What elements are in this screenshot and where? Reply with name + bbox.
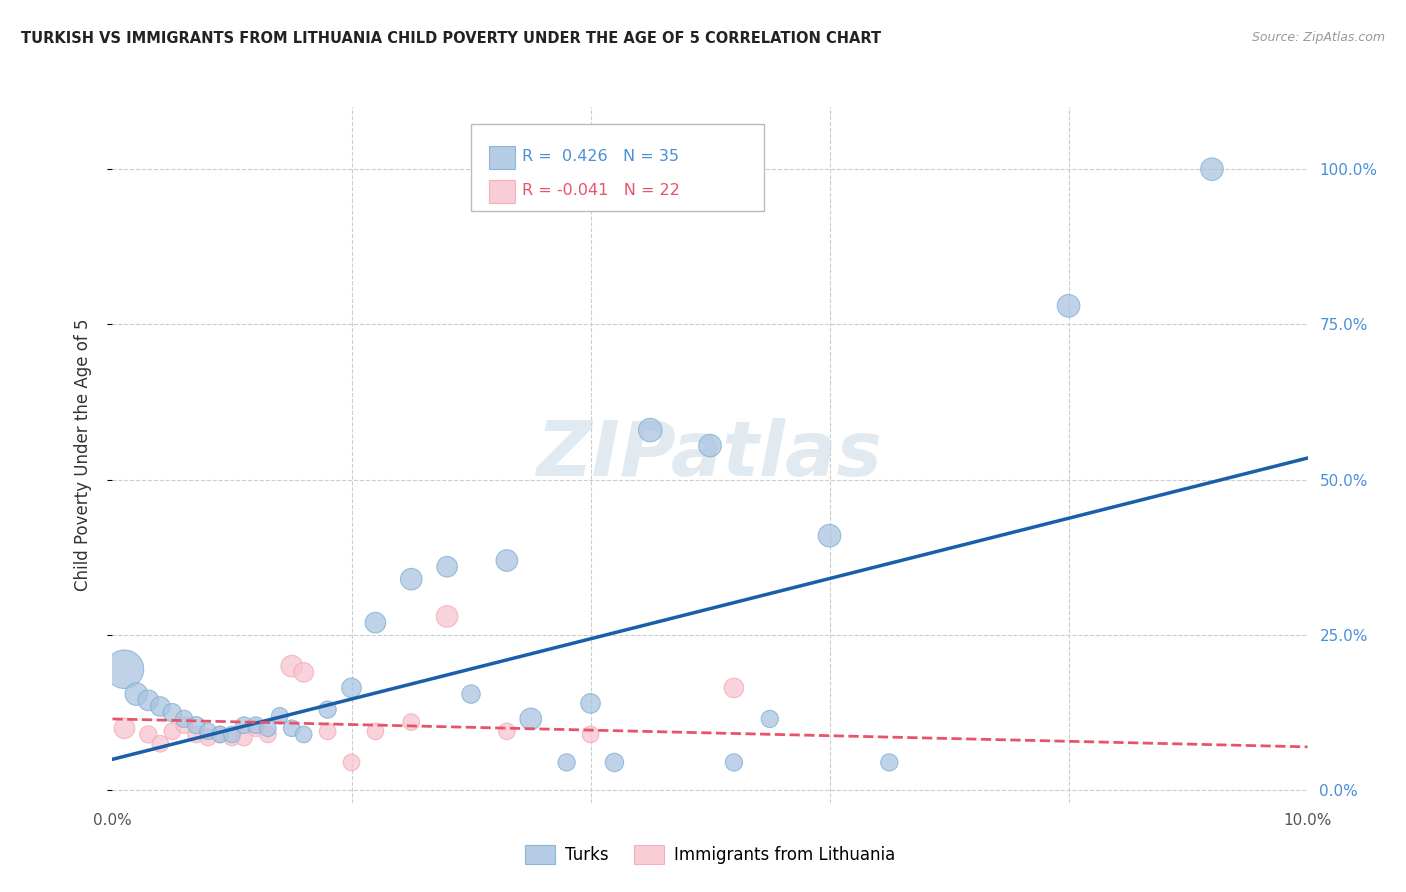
Point	[125, 687, 148, 701]
Point	[436, 559, 458, 574]
Point	[138, 693, 160, 707]
Point	[555, 756, 578, 770]
Point	[173, 718, 195, 732]
Point	[316, 703, 339, 717]
Bar	[489, 180, 515, 202]
Point	[186, 718, 208, 732]
Point	[269, 708, 291, 723]
Point	[1201, 162, 1223, 177]
Point	[1057, 299, 1080, 313]
Point	[197, 731, 219, 745]
Point	[579, 727, 602, 741]
Point	[340, 756, 363, 770]
Point	[436, 609, 458, 624]
Point	[723, 681, 745, 695]
Text: ZIPatlas: ZIPatlas	[537, 418, 883, 491]
Point	[520, 712, 543, 726]
Point	[186, 727, 208, 741]
Point	[759, 712, 782, 726]
Point	[149, 699, 172, 714]
Point	[340, 681, 363, 695]
Point	[292, 727, 315, 741]
Point	[879, 756, 901, 770]
Point	[138, 727, 160, 741]
Point	[401, 572, 423, 586]
Point	[579, 697, 602, 711]
Text: Source: ZipAtlas.com: Source: ZipAtlas.com	[1251, 31, 1385, 45]
Point	[364, 615, 387, 630]
Point	[257, 727, 280, 741]
Point	[245, 718, 267, 732]
Text: R =  0.426   N = 35: R = 0.426 N = 35	[523, 149, 679, 164]
Point	[162, 724, 183, 739]
Point	[221, 727, 243, 741]
Text: R = -0.041   N = 22: R = -0.041 N = 22	[523, 183, 681, 198]
Point	[723, 756, 745, 770]
Point	[364, 724, 387, 739]
Legend: Turks, Immigrants from Lithuania: Turks, Immigrants from Lithuania	[519, 838, 901, 871]
Point	[281, 721, 304, 735]
Point	[209, 727, 232, 741]
Point	[460, 687, 482, 701]
Point	[233, 731, 256, 745]
Y-axis label: Child Poverty Under the Age of 5: Child Poverty Under the Age of 5	[73, 318, 91, 591]
Point	[603, 756, 626, 770]
Point	[699, 439, 721, 453]
Point	[257, 721, 280, 735]
Point	[245, 721, 267, 735]
Bar	[489, 146, 515, 169]
FancyBboxPatch shape	[471, 124, 763, 211]
Point	[281, 659, 304, 673]
Point	[173, 712, 195, 726]
Point	[221, 731, 243, 745]
Point	[233, 718, 256, 732]
Point	[114, 662, 135, 676]
Point	[401, 714, 423, 729]
Point	[162, 706, 183, 720]
Point	[640, 423, 662, 437]
Point	[209, 727, 232, 741]
Point	[496, 553, 519, 567]
Point	[149, 737, 172, 751]
Point	[292, 665, 315, 680]
Point	[197, 724, 219, 739]
Point	[114, 721, 135, 735]
Point	[496, 724, 519, 739]
Text: TURKISH VS IMMIGRANTS FROM LITHUANIA CHILD POVERTY UNDER THE AGE OF 5 CORRELATIO: TURKISH VS IMMIGRANTS FROM LITHUANIA CHI…	[21, 31, 882, 46]
Point	[316, 724, 339, 739]
Point	[818, 529, 841, 543]
